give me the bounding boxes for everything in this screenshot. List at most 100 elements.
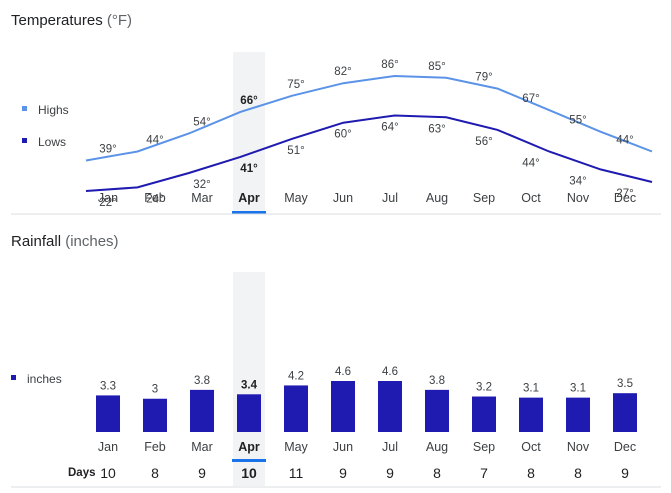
tick-label-rain-aug: Aug — [426, 440, 448, 454]
bar-jul[interactable] — [378, 381, 402, 432]
days-value-oct: 8 — [527, 465, 535, 481]
bar-nov[interactable] — [566, 397, 590, 432]
legend-swatch-highs — [22, 106, 27, 111]
data-label-highs-dec: 44° — [616, 134, 633, 146]
data-label-lows-dec: 27° — [616, 188, 633, 200]
bar-value-mar: 3.8 — [194, 375, 210, 387]
temp-selected-underline — [232, 211, 266, 214]
data-label-lows-nov: 34° — [569, 175, 586, 187]
bar-value-may: 4.2 — [288, 370, 304, 382]
tick-label-temp-feb: Feb — [144, 191, 166, 205]
legend-label-lows: Lows — [38, 135, 66, 149]
data-label-highs-may: 75° — [287, 79, 304, 91]
data-label-lows-aug: 63° — [428, 123, 445, 135]
tick-label-rain-jun: Jun — [333, 440, 353, 454]
days-value-dec: 9 — [621, 465, 629, 481]
legend-swatch-lows — [22, 138, 27, 143]
tick-label-rain-apr: Apr — [238, 440, 260, 454]
days-value-sep: 7 — [480, 465, 488, 481]
days-value-nov: 8 — [574, 465, 582, 481]
bar-jun[interactable] — [331, 381, 355, 432]
days-value-mar: 9 — [198, 465, 206, 481]
days-value-jun: 9 — [339, 465, 347, 481]
data-label-lows-jan: 22° — [99, 197, 116, 209]
days-value-apr: 10 — [241, 465, 257, 481]
temperature-title-text: Temperatures — [11, 12, 103, 29]
tick-label-rain-nov: Nov — [567, 440, 590, 454]
rainfall-unit: (inches) — [65, 233, 119, 250]
data-label-highs-feb: 44° — [146, 134, 163, 146]
data-label-lows-oct: 44° — [522, 157, 539, 169]
data-label-highs-jan: 39° — [99, 143, 116, 155]
legend-label-highs: Highs — [38, 103, 69, 117]
bar-jan[interactable] — [96, 395, 120, 432]
bar-value-jun: 4.6 — [335, 366, 351, 378]
days-value-feb: 8 — [151, 465, 159, 481]
bar-value-oct: 3.1 — [523, 383, 539, 395]
bar-value-apr: 3.4 — [241, 379, 258, 391]
line-lows — [85, 114, 653, 192]
tick-label-rain-jul: Jul — [382, 440, 398, 454]
data-label-highs-jul: 86° — [381, 59, 398, 71]
bar-value-jul: 4.6 — [382, 366, 398, 378]
data-label-lows-apr: 41° — [240, 163, 258, 175]
rain-selected-column — [233, 272, 265, 486]
tick-label-temp-jul: Jul — [382, 191, 398, 205]
tick-label-temp-apr: Apr — [238, 191, 260, 205]
bar-value-feb: 3 — [152, 384, 158, 396]
tick-label-temp-jan: Jan — [98, 191, 118, 205]
legend-swatch-inches — [11, 375, 16, 380]
data-label-highs-sep: 79° — [475, 72, 492, 84]
rainfall-title: Rainfall (inches) — [11, 233, 119, 250]
bar-value-jan: 3.3 — [100, 380, 116, 392]
temperature-unit: (°F) — [106, 12, 133, 29]
tick-label-temp-oct: Oct — [521, 191, 541, 205]
bar-aug[interactable] — [425, 389, 449, 432]
days-value-may: 11 — [289, 465, 304, 481]
data-label-highs-aug: 85° — [428, 61, 445, 73]
tick-label-rain-oct: Oct — [521, 440, 541, 454]
bar-sep[interactable] — [472, 396, 496, 432]
bar-may[interactable] — [284, 385, 308, 432]
bar-value-aug: 3.8 — [429, 375, 445, 387]
data-label-lows-mar: 32° — [193, 179, 210, 191]
bar-value-nov: 3.1 — [570, 383, 586, 395]
bar-oct[interactable] — [519, 397, 543, 432]
tick-label-temp-dec: Dec — [614, 191, 636, 205]
bar-apr[interactable] — [237, 394, 261, 432]
tick-label-temp-aug: Aug — [426, 191, 448, 205]
days-value-aug: 8 — [433, 465, 441, 481]
data-label-lows-jun: 60° — [334, 129, 351, 141]
days-row-label: Days — [68, 467, 96, 479]
tick-label-rain-feb: Feb — [144, 440, 166, 454]
rain-selected-underline — [232, 459, 266, 462]
tick-label-rain-dec: Dec — [614, 440, 636, 454]
data-label-lows-sep: 56° — [475, 136, 492, 148]
tick-label-rain-jan: Jan — [98, 440, 118, 454]
data-label-highs-apr: 66° — [240, 95, 258, 107]
bar-feb[interactable] — [143, 398, 167, 432]
line-highs — [85, 74, 653, 162]
data-label-lows-may: 51° — [287, 145, 304, 157]
tick-label-temp-jun: Jun — [333, 191, 353, 205]
data-label-lows-jul: 64° — [381, 122, 398, 134]
tick-label-temp-nov: Nov — [567, 191, 590, 205]
legend-label-inches: inches — [27, 372, 62, 386]
tick-label-rain-mar: Mar — [191, 440, 213, 454]
tick-label-temp-mar: Mar — [191, 191, 213, 205]
tick-label-rain-sep: Sep — [473, 440, 495, 454]
tick-label-temp-sep: Sep — [473, 191, 495, 205]
bar-value-sep: 3.2 — [476, 382, 492, 394]
temp-selected-column — [233, 52, 265, 212]
days-value-jul: 9 — [386, 465, 394, 481]
data-label-highs-oct: 67° — [522, 93, 539, 105]
tick-label-rain-may: May — [284, 440, 308, 454]
days-value-jan: 10 — [100, 465, 116, 481]
bar-mar[interactable] — [190, 389, 214, 432]
bar-value-dec: 3.5 — [617, 378, 633, 390]
bar-dec[interactable] — [613, 393, 637, 432]
tick-label-temp-may: May — [284, 191, 308, 205]
data-label-highs-jun: 82° — [334, 66, 351, 78]
data-label-highs-mar: 54° — [193, 117, 210, 129]
